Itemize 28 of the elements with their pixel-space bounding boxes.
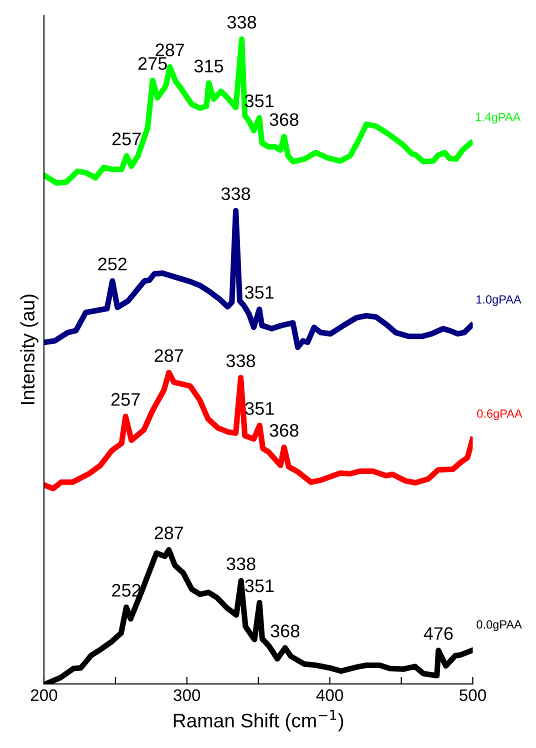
annotation: 315 [194, 60, 224, 72]
annotation: 257 [111, 393, 140, 406]
x-axis-title: Raman Shift (cm$^{−1}$) [174, 710, 344, 732]
y-axis-title: Intensity (au) [20, 294, 38, 404]
annotation: 338 [221, 187, 250, 200]
annotation: 338 [226, 354, 256, 368]
annotation: 368 [270, 624, 300, 638]
series-label: 0.0gPAA [476, 620, 522, 631]
x-tick-label: 200 [30, 689, 58, 702]
annotation: 368 [270, 113, 298, 126]
x-tick-label: 500 [460, 689, 486, 702]
annotation: 476 [424, 627, 453, 640]
annotation: 351 [245, 579, 274, 592]
annotation: 287 [156, 44, 184, 56]
series-label: 0.6gPAA [477, 409, 522, 420]
annotation: 275 [138, 57, 167, 70]
annotation: 351 [244, 286, 274, 299]
annotation: 287 [154, 349, 184, 362]
annotation: 252 [98, 258, 127, 270]
annotation: 287 [154, 526, 184, 540]
series-label: 1.4gPAA [476, 112, 521, 124]
series-label: 1.0gPAA [476, 295, 522, 306]
x-tick-label: 400 [316, 689, 344, 702]
annotation: 368 [270, 424, 298, 437]
annotation: 338 [227, 16, 256, 29]
x-tick-label: 300 [174, 689, 200, 702]
annotation: 257 [112, 132, 141, 146]
annotation: 338 [226, 557, 256, 570]
